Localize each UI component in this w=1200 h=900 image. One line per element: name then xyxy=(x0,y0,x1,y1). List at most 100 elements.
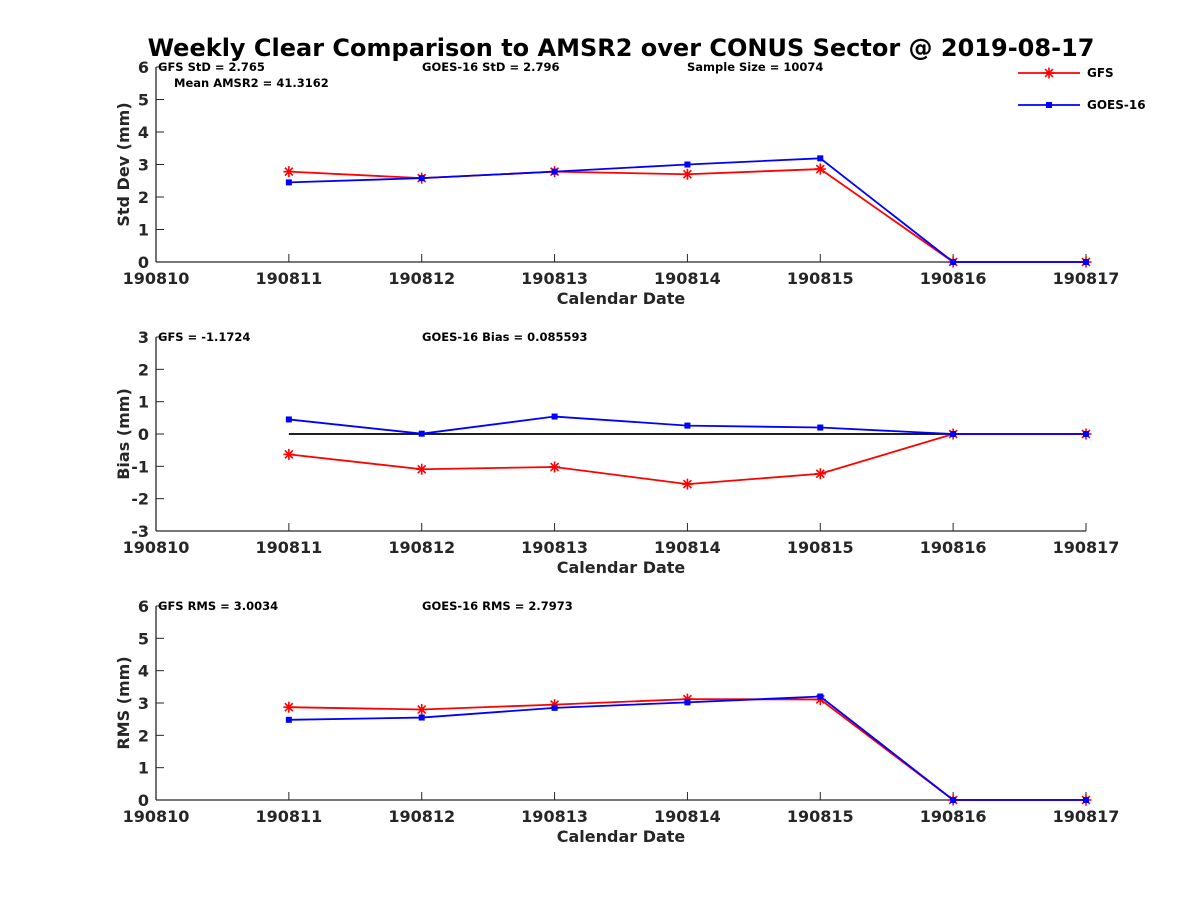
y-tick-label: 0 xyxy=(138,791,149,810)
data-point xyxy=(817,155,824,162)
x-tick-label: 190814 xyxy=(654,807,721,826)
annotation-mean: Mean AMSR2 = 41.3162 xyxy=(174,76,329,90)
y-tick-label: 5 xyxy=(138,629,149,648)
data-point xyxy=(684,422,691,429)
data-point xyxy=(551,413,558,420)
legend-marker xyxy=(1046,102,1052,108)
x-tick-label: 190810 xyxy=(123,807,190,826)
data-point xyxy=(416,463,428,475)
data-point xyxy=(283,701,295,713)
panel-bias: -3 -2 -1 0 1 2 3 190810 190811 190812 190813 190814… xyxy=(114,328,1119,577)
series-gfs xyxy=(283,693,1092,806)
annotation-sample-size: Sample Size = 10074 xyxy=(687,60,823,74)
data-point xyxy=(551,704,558,711)
data-point xyxy=(814,468,826,480)
x-tick-label: 190812 xyxy=(388,807,455,826)
legend-entry-gfs: GFS xyxy=(1018,66,1114,80)
data-point xyxy=(681,478,693,490)
data-point xyxy=(1083,431,1089,437)
data-point xyxy=(1083,797,1089,803)
y-tick-label: 3 xyxy=(138,694,149,713)
asterisk-stroke xyxy=(1044,68,1054,78)
series-gfs xyxy=(283,428,1092,490)
x-tick-label: 190815 xyxy=(787,269,854,288)
series-line xyxy=(288,695,1086,801)
series-line xyxy=(288,698,1086,801)
data-point xyxy=(551,168,558,175)
data-point xyxy=(285,179,292,186)
x-tick-label: 190810 xyxy=(123,538,190,557)
x-tick-label: 190814 xyxy=(654,269,721,288)
y-tick-label: -1 xyxy=(131,457,149,476)
y-tick-label: 2 xyxy=(138,726,149,745)
data-point xyxy=(817,424,824,431)
y-tick-label: 3 xyxy=(138,156,149,175)
x-axis-label: Calendar Date xyxy=(557,289,686,308)
y-tick-label: 6 xyxy=(138,597,149,616)
y-tick-label: 5 xyxy=(138,91,149,110)
x-tick-label: 190812 xyxy=(388,269,455,288)
asterisk-stroke xyxy=(682,479,692,489)
panel-std: 0 1 2 3 4 5 6 190810 190811 190812 190813 190814 190… xyxy=(114,58,1119,308)
legend: GFS GOES-16 xyxy=(1018,66,1146,112)
annotation-gfs: GFS RMS = 3.0034 xyxy=(158,599,278,613)
x-tick-label: 190816 xyxy=(920,269,987,288)
annotation-gfs: GFS StD = 2.765 xyxy=(158,60,265,74)
data-point xyxy=(418,430,425,437)
y-tick-label: 1 xyxy=(138,759,149,778)
x-tick-label: 190817 xyxy=(1053,269,1120,288)
y-tick-label: 0 xyxy=(138,253,149,272)
legend-entry-goes-16: GOES-16 xyxy=(1018,98,1146,112)
y-tick-label: 4 xyxy=(138,123,149,142)
x-tick-label: 190817 xyxy=(1053,538,1120,557)
data-point xyxy=(681,168,693,180)
legend-marker xyxy=(1043,67,1055,79)
y-axis-label: RMS (mm) xyxy=(114,656,133,749)
y-tick-label: 1 xyxy=(138,221,149,240)
y-tick-label: 4 xyxy=(138,662,149,681)
y-tick-label: 1 xyxy=(138,393,149,412)
data-point xyxy=(283,448,295,460)
x-tick-label: 190812 xyxy=(388,538,455,557)
data-point xyxy=(285,416,292,423)
x-tick-label: 190811 xyxy=(255,538,322,557)
series-goes-16 xyxy=(285,155,1089,265)
y-tick-label: 3 xyxy=(138,328,149,347)
x-axis-label: Calendar Date xyxy=(557,827,686,846)
series-goes-16 xyxy=(285,693,1089,803)
data-point xyxy=(1083,259,1089,265)
panel-rms: 0 1 2 3 4 5 6 190810 190811 190812 190813 190814 190… xyxy=(114,597,1119,846)
annotation-goes: GOES-16 Bias = 0.085593 xyxy=(422,330,587,344)
asterisk-stroke xyxy=(682,169,692,179)
asterisk-stroke xyxy=(284,167,294,177)
x-tick-label: 190813 xyxy=(521,807,588,826)
x-axis-label: Calendar Date xyxy=(557,558,686,577)
x-tick-label: 190813 xyxy=(521,269,588,288)
asterisk-stroke xyxy=(284,449,294,459)
y-tick-label: 2 xyxy=(138,360,149,379)
data-point xyxy=(418,714,425,721)
x-tick-label: 190817 xyxy=(1053,807,1120,826)
data-point xyxy=(416,703,428,715)
data-point xyxy=(684,161,691,168)
data-point xyxy=(684,699,691,706)
y-tick-label: -2 xyxy=(131,490,149,509)
asterisk-stroke xyxy=(417,464,427,474)
chart-title: Weekly Clear Comparison to AMSR2 over CO… xyxy=(148,34,1095,62)
y-tick-label: 2 xyxy=(138,188,149,207)
x-tick-label: 190816 xyxy=(920,538,987,557)
x-tick-label: 190814 xyxy=(654,538,721,557)
asterisk-stroke xyxy=(815,469,825,479)
data-point xyxy=(814,163,826,175)
asterisk-stroke xyxy=(550,462,560,472)
annotation-goes: GOES-16 StD = 2.796 xyxy=(422,60,559,74)
x-tick-label: 190815 xyxy=(787,538,854,557)
x-tick-label: 190813 xyxy=(521,538,588,557)
x-tick-label: 190816 xyxy=(920,807,987,826)
panels: 0 1 2 3 4 5 6 190810 190811 190812 190813 190814 190… xyxy=(114,58,1119,846)
data-point xyxy=(418,175,425,182)
data-point xyxy=(549,461,561,473)
asterisk-stroke xyxy=(417,704,427,714)
data-point xyxy=(950,259,957,265)
annotation-gfs: GFS = -1.1724 xyxy=(158,330,250,344)
